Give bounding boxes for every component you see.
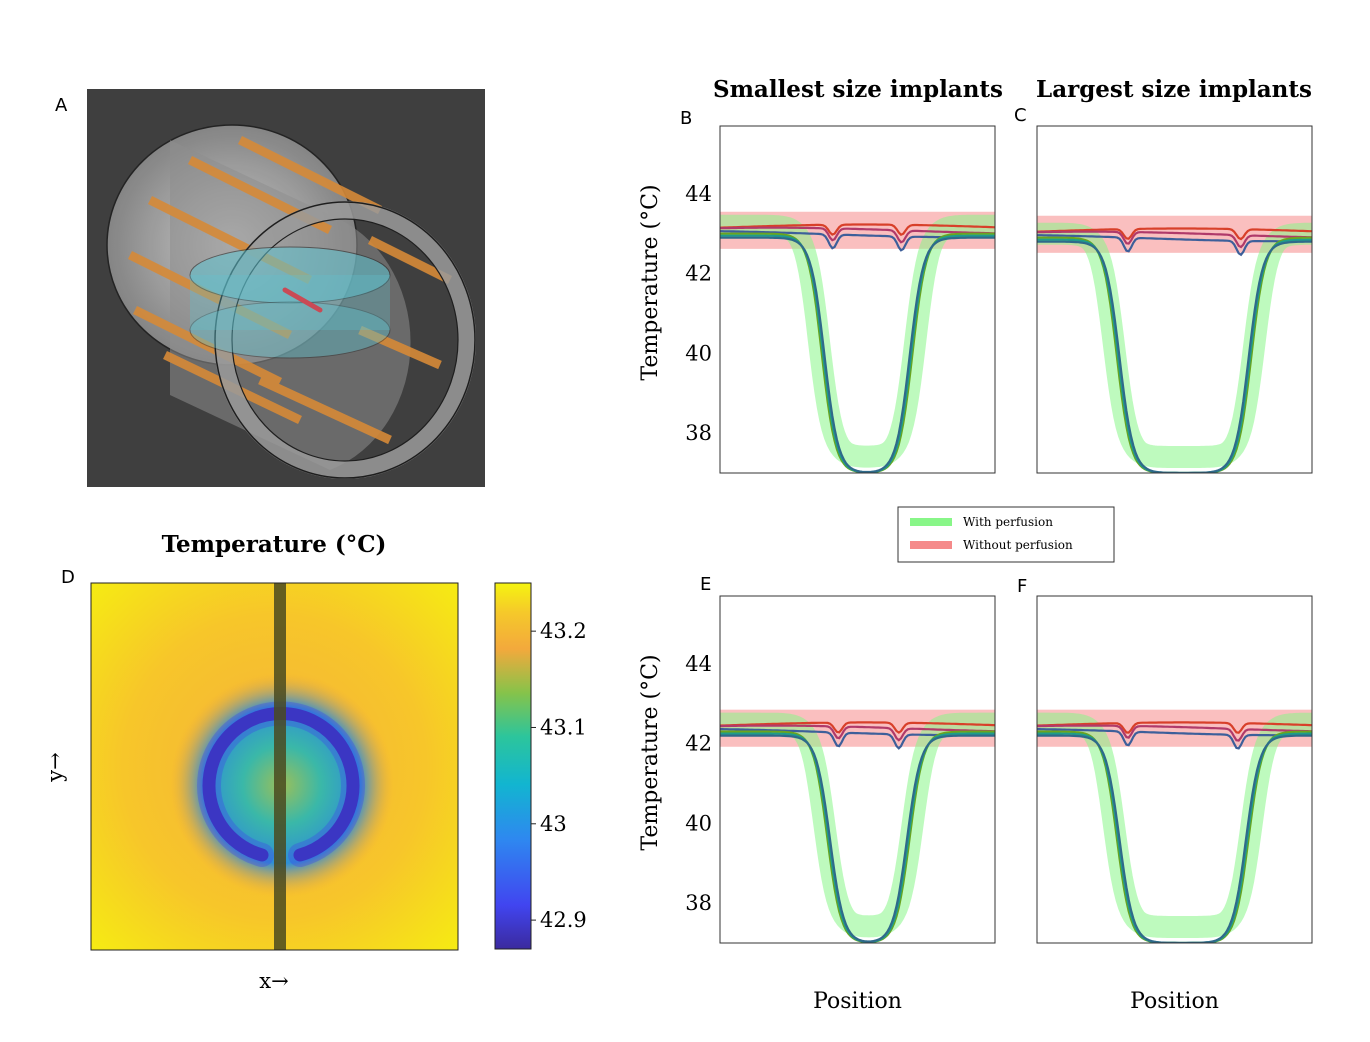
column-title-left: Smallest size implants: [713, 76, 1003, 103]
chart-panel-b: 38 40 42 44 Temperature (°C): [638, 125, 996, 474]
line-charts: 38 40 42 44 Temperature (°C) 38 40 42 44 Temperat…: [638, 125, 1313, 1014]
legend-with-swatch: [910, 518, 952, 526]
band-with-perfusion: [1037, 712, 1312, 938]
colorbar-ticks: 42.9 43 43.1 43.2: [531, 619, 587, 932]
panel-label-c: C: [1014, 105, 1027, 126]
chart-frame: [1036, 125, 1313, 474]
legend: With perfusion Without perfusion: [897, 506, 1115, 563]
heatmap-x-label: x→: [259, 969, 288, 993]
trace-with-perfusion: [720, 730, 995, 943]
trace-without-perfusion: [1037, 721, 1312, 734]
panel-label-d: D: [61, 567, 75, 588]
trace-without-perfusion: [720, 223, 995, 237]
phantom-bottom: [189, 301, 391, 359]
y-tick-label: 42: [685, 732, 712, 756]
x-axis-label: Position: [813, 989, 902, 1014]
colorbar-tick-label: 43.1: [540, 715, 587, 739]
chart-frame: [1036, 595, 1313, 944]
y-tick-label: 38: [685, 421, 712, 445]
chart-frame: [719, 125, 996, 474]
implant: [282, 287, 323, 313]
trace-without-perfusion: [1037, 234, 1312, 257]
panel-label-f: F: [1017, 576, 1027, 597]
x-axis-label: Position: [1130, 989, 1219, 1014]
panel-d-heatmap: [90, 582, 459, 951]
chart-plot-area: [720, 211, 995, 473]
legend-without-swatch: [910, 541, 952, 549]
coil-rungs: [127, 135, 453, 445]
colorbar-tick-label: 43.2: [540, 619, 587, 643]
trace-without-perfusion: [1037, 227, 1312, 241]
coil-front-rim-edge: [214, 201, 476, 479]
y-tick-label: 44: [685, 652, 712, 676]
colorbar-tick-label: 43: [540, 812, 567, 836]
colorbar-bar: [494, 582, 532, 950]
chart-plot-area: [1037, 215, 1312, 473]
trace-with-perfusion: [720, 732, 995, 943]
trace-without-perfusion: [720, 724, 995, 742]
phantom-side: [190, 275, 390, 330]
colorbar: 42.9 43 43.1 43.2: [494, 582, 587, 950]
trace-without-perfusion: [720, 721, 995, 734]
chart-frame: [719, 595, 996, 944]
y-tick-label: 40: [685, 341, 712, 365]
trace-with-perfusion: [720, 734, 995, 943]
panel-a-render: [87, 89, 485, 487]
trace-without-perfusion: [1037, 724, 1312, 742]
heatmap-implant-strip: [274, 583, 286, 950]
chart-panel-c: [1036, 125, 1313, 474]
y-axis-label: Temperature (°C): [638, 184, 663, 380]
y-tick-label: 44: [685, 182, 712, 206]
legend-with-label: With perfusion: [963, 515, 1053, 529]
legend-box: [897, 506, 1115, 563]
coil-front-rim-inner: [231, 218, 459, 462]
band-with-perfusion: [720, 214, 995, 468]
band-with-perfusion: [1037, 222, 1312, 468]
y-axis-label: Temperature (°C): [638, 654, 663, 850]
chart-panel-e: 38 40 42 44 Temperature (°C) Position: [638, 595, 996, 1014]
band-with-perfusion: [720, 712, 995, 938]
column-title-right: Largest size implants: [1036, 76, 1312, 103]
panel-label-b: B: [680, 108, 692, 129]
chart-plot-area: [1037, 709, 1312, 943]
trace-without-perfusion: [1037, 230, 1312, 249]
trace-with-perfusion: [720, 234, 995, 473]
heatmap-title: Temperature (°C): [162, 531, 387, 558]
colorbar-tick-label: 42.9: [540, 908, 587, 932]
panel-label-e: E: [700, 574, 711, 595]
chart-panel-f: Position: [1036, 595, 1313, 1014]
legend-without-label: Without perfusion: [963, 538, 1073, 552]
y-tick-label: 40: [685, 811, 712, 835]
heatmap-frame: [90, 582, 459, 951]
trace-with-perfusion: [720, 232, 995, 473]
trace-with-perfusion: [720, 236, 995, 473]
trace-without-perfusion: [720, 226, 995, 244]
trace-without-perfusion: [1037, 728, 1312, 750]
panel-label-a: A: [55, 95, 68, 116]
chart-plot-area: [720, 709, 995, 943]
coil-front-rim: [214, 201, 476, 479]
y-tick-label: 42: [685, 262, 712, 286]
heatmap-y-label: y→: [43, 752, 67, 782]
phantom-top: [189, 246, 391, 304]
y-tick-label: 38: [685, 891, 712, 915]
